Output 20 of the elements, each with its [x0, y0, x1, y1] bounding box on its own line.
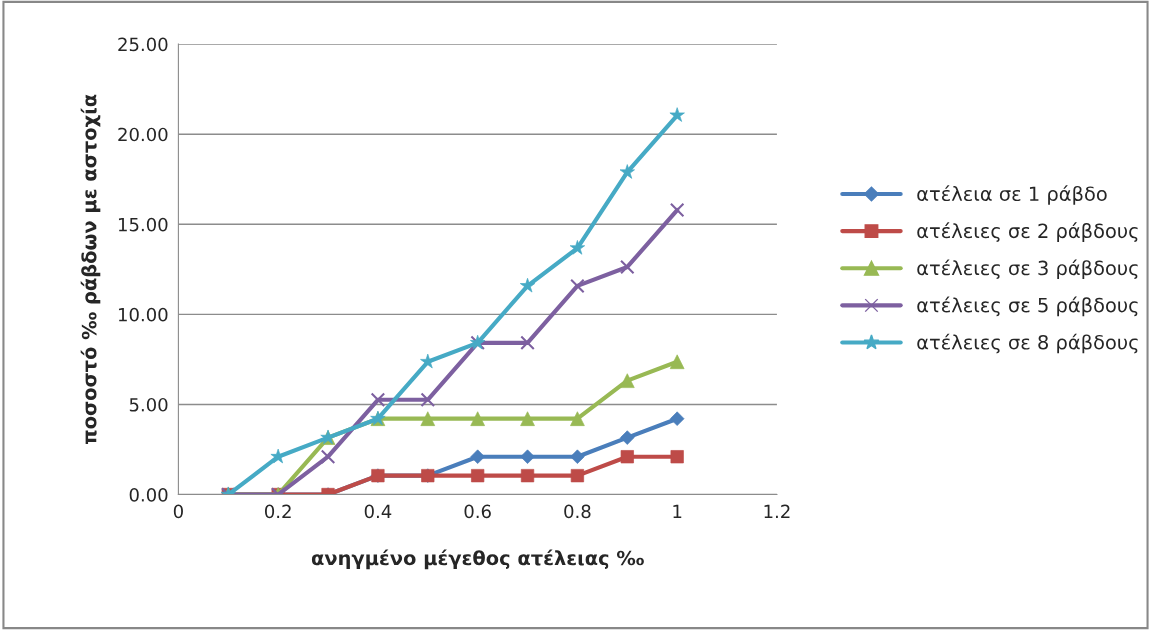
x-tick-label: 0 — [173, 504, 183, 519]
legend-label: ατέλεια σε 1 ράβδο — [917, 185, 1107, 205]
y-tick-label: 0.00 — [129, 488, 168, 502]
y-tick-label: 25.00 — [118, 37, 168, 52]
y-tick-label: 5.00 — [129, 397, 168, 412]
x-tick-label: 0.4 — [364, 504, 392, 519]
x-tick-label: 1.2 — [764, 504, 790, 518]
y-tick-label: 10.00 — [118, 307, 168, 322]
legend-label: ατέλειες σε 5 ράβδους — [917, 296, 1138, 317]
legend-label: ατέλειες σε 8 ράβδους — [917, 333, 1138, 354]
x-tick-label: 0.6 — [464, 504, 491, 519]
x-axis-title: ανηγμένο μέγεθος ατέλειας ‰ — [311, 549, 644, 570]
legend-label: ατέλειες σε 2 ράβδους — [917, 222, 1138, 242]
y-tick-label: 20.00 — [118, 127, 168, 142]
legend-label: ατέλειες σε 3 ράβδους — [917, 259, 1138, 280]
y-tick-label: 15.00 — [118, 217, 168, 232]
x-tick-label: 0.8 — [564, 504, 591, 519]
y-axis-title: ποσοστό ‰ ράβδων με αστοχία — [80, 94, 101, 444]
x-tick-label: 0.2 — [264, 504, 291, 519]
x-tick-label: 1 — [673, 504, 682, 518]
